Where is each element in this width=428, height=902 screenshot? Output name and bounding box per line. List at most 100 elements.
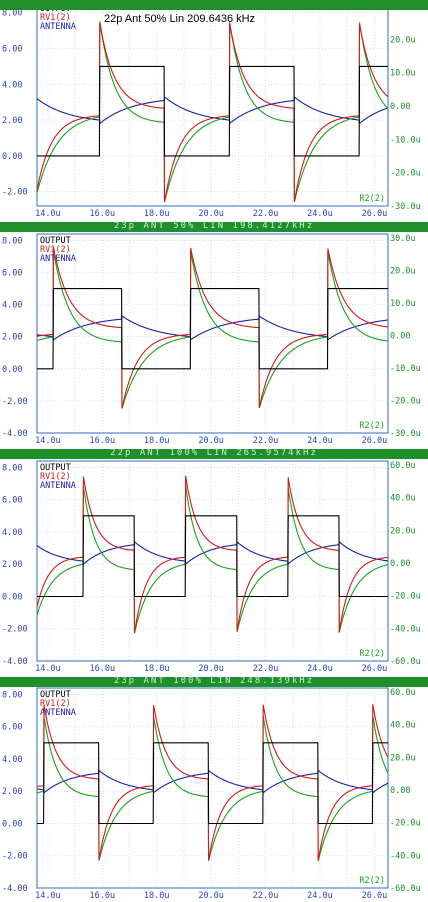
legend-entry: ANTENNA: [40, 708, 76, 718]
x-tick-label: 26.0u: [362, 664, 388, 674]
series-output: [37, 515, 388, 598]
panel-1-bar: [0, 0, 428, 10]
y-right-tick-label: 0.00: [390, 332, 410, 342]
x-tick-label: 20.0u: [198, 664, 224, 674]
y-left-tick-label: 6.00: [2, 45, 22, 55]
series-group: [37, 246, 388, 409]
y-right-tick-label: 20.0u: [390, 35, 416, 45]
legend-entry: ANTENNA: [40, 481, 76, 491]
series-r2: [37, 715, 388, 862]
right-series-label: R2(2): [359, 649, 385, 659]
x-tick-label: 26.0u: [362, 891, 388, 898]
series-antenna: [37, 769, 388, 794]
legend-entry: RV1(2): [40, 13, 71, 23]
y-right-tick-label: 40.0u: [390, 494, 416, 504]
y-left-tick-label: 0.00: [2, 365, 22, 375]
y-right-tick-label: -40.0u: [390, 851, 421, 861]
x-tick-label: 22.0u: [253, 436, 279, 446]
panel-3-title: 22p ANT 100% LIN 265.9574kHz: [110, 448, 318, 458]
x-tick-label: 16.0u: [90, 209, 116, 219]
y-left-tick-label: 6.00: [2, 269, 22, 279]
y-left-tick-label: 0.00: [2, 592, 22, 602]
x-tick-label: 26.0u: [362, 209, 388, 219]
plot-frame: [36, 460, 389, 662]
x-tick-label: 24.0u: [307, 891, 333, 898]
y-left-tick-label: 2.00: [2, 560, 22, 570]
y-right-tick-label: 30.0u: [390, 234, 416, 244]
y-left-tick-label: 4.00: [2, 80, 22, 90]
panel-4-bar: 23p ANT 100% LIN 248.139kHz: [0, 676, 428, 687]
y-right-tick-label: 10.0u: [390, 299, 416, 309]
plot-frame: [36, 233, 389, 434]
plot-frame: [36, 687, 389, 889]
y-right-tick-label: -60.0u: [390, 884, 421, 894]
y-right-tick-label: -10.0u: [390, 364, 421, 374]
legend-entry: RV1(2): [40, 472, 71, 482]
x-tick-label: 16.0u: [90, 436, 116, 446]
y-left-tick-label: -2.00: [2, 625, 28, 635]
x-tick-label: 26.0u: [362, 436, 388, 446]
series-output: [37, 742, 388, 825]
y-left-tick-label: -2.00: [2, 397, 28, 407]
series-group: [37, 475, 388, 634]
x-tick-label: 24.0u: [307, 436, 333, 446]
x-tick-label: 20.0u: [198, 209, 224, 219]
y-left-tick-label: -4.00: [2, 884, 28, 894]
y-left-tick-label: -2.00: [2, 188, 28, 198]
y-right-tick-label: 60.0u: [390, 461, 416, 471]
y-right-tick-label: -20.0u: [390, 592, 421, 602]
y-right-tick-label: 10.0u: [390, 69, 416, 79]
x-tick-label: 22.0u: [253, 891, 279, 898]
y-left-tick-label: 8.00: [2, 9, 22, 19]
y-right-tick-label: 20.0u: [390, 753, 416, 763]
series-antenna: [37, 540, 388, 566]
series-output: [37, 288, 388, 370]
right-series-label: R2(2): [359, 194, 385, 204]
legend-entry: RV1(2): [40, 245, 71, 255]
series-r2: [37, 21, 388, 203]
y-left-tick-label: -4.00: [2, 657, 28, 667]
panel-4-title: 23p ANT 100% LIN 248.139kHz: [113, 676, 315, 686]
y-right-tick-label: 0.00: [390, 102, 410, 112]
series-rv1: [37, 22, 388, 203]
x-tick-label: 14.0u: [35, 436, 61, 446]
y-left-tick-label: 6.00: [2, 496, 22, 506]
series-group: [37, 704, 388, 862]
x-tick-label: 16.0u: [90, 891, 116, 898]
chart-panel-3: 8.00 6.00 4.00 2.00 0.00 -2.00 -4.00 60.0u 40.0u…: [2, 460, 421, 674]
y-left-tick-label: 4.00: [2, 755, 22, 765]
panel-3-bar: 22p ANT 100% LIN 265.9574kHz: [0, 448, 428, 459]
y-left-tick-label: 2.00: [2, 333, 22, 343]
y-left-tick-label: 2.00: [2, 787, 22, 797]
y-right-tick-label: 60.0u: [390, 688, 416, 698]
plot-frame: [36, 1, 389, 207]
x-tick-label: 18.0u: [144, 664, 170, 674]
y-right-tick-label: -20.0u: [390, 169, 421, 179]
series-rv1: [37, 475, 388, 634]
y-right-tick-label: 20.0u: [390, 267, 416, 277]
chart-panel-4: 8.00 6.00 4.00 2.00 0.00 -2.00 -4.00 60.0u 40.0u…: [2, 687, 421, 901]
panel-2-bar: 23p ANT 50% LIN 198.4127kHz: [0, 221, 428, 232]
x-tick-label: 14.0u: [35, 664, 61, 674]
y-left-tick-label: 8.00: [2, 690, 22, 700]
chart-panel-2: 8.00 6.00 4.00 2.00 0.00 -2.00 -4.00 30.0u 20.0u…: [2, 233, 421, 446]
series-group: [37, 21, 388, 203]
y-left-tick-label: 8.00: [2, 236, 22, 246]
x-tick-label: 22.0u: [253, 209, 279, 219]
y-right-tick-label: -60.0u: [390, 657, 421, 667]
legend-entry: ANTENNA: [40, 22, 76, 32]
y-right-tick-label: -20.0u: [390, 819, 421, 829]
y-right-tick-label: -40.0u: [390, 624, 421, 634]
x-tick-label: 20.0u: [198, 436, 224, 446]
legend-entry: OUTPUT: [40, 690, 71, 700]
y-right-tick-label: 20.0u: [390, 526, 416, 536]
x-tick-label: 14.0u: [35, 209, 61, 219]
x-tick-label: 24.0u: [307, 664, 333, 674]
y-left-tick-label: 2.00: [2, 116, 22, 126]
y-left-tick-label: 4.00: [2, 528, 22, 538]
y-left-tick-label: -2.00: [2, 852, 28, 862]
series-antenna: [37, 95, 388, 125]
